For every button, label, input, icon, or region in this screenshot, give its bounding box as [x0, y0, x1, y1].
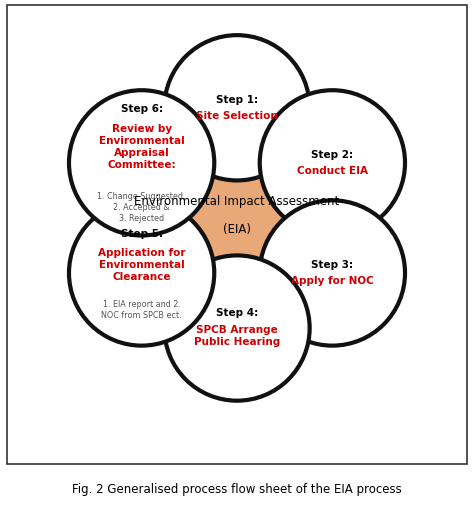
Text: Step 4:: Step 4:: [216, 307, 258, 318]
Text: Step 6:: Step 6:: [120, 104, 163, 114]
Text: Application for
Environmental
Clearance: Application for Environmental Clearance: [98, 248, 185, 282]
Circle shape: [164, 35, 310, 180]
Text: (EIA): (EIA): [223, 223, 251, 236]
Circle shape: [164, 255, 310, 401]
Text: SPCB Arrange
Public Hearing: SPCB Arrange Public Hearing: [194, 325, 280, 347]
Text: Step 2:: Step 2:: [311, 150, 354, 160]
Text: Step 5:: Step 5:: [120, 229, 163, 239]
Text: Review by
Environmental
Appraisal
Committee:: Review by Environmental Appraisal Commit…: [99, 125, 184, 170]
Text: Site Selection: Site Selection: [196, 111, 278, 121]
Text: Apply for NOC: Apply for NOC: [291, 276, 374, 286]
Text: Step 3:: Step 3:: [311, 260, 354, 270]
Text: Fig. 2 Generalised process flow sheet of the EIA process: Fig. 2 Generalised process flow sheet of…: [72, 483, 402, 496]
Text: 1. Change Suggested,
2. Accepted &
3. Rejected: 1. Change Suggested, 2. Accepted & 3. Re…: [98, 192, 186, 224]
Text: 1. EIA report and 2.
NOC from SPCB ect.: 1. EIA report and 2. NOC from SPCB ect.: [101, 300, 182, 320]
Text: Step 1:: Step 1:: [216, 95, 258, 105]
Circle shape: [260, 90, 405, 235]
Circle shape: [134, 115, 340, 321]
Circle shape: [260, 200, 405, 346]
Circle shape: [69, 90, 214, 235]
Text: Conduct EIA: Conduct EIA: [297, 166, 368, 176]
Circle shape: [69, 200, 214, 346]
Text: Environmental Impact Assessment: Environmental Impact Assessment: [134, 195, 340, 208]
